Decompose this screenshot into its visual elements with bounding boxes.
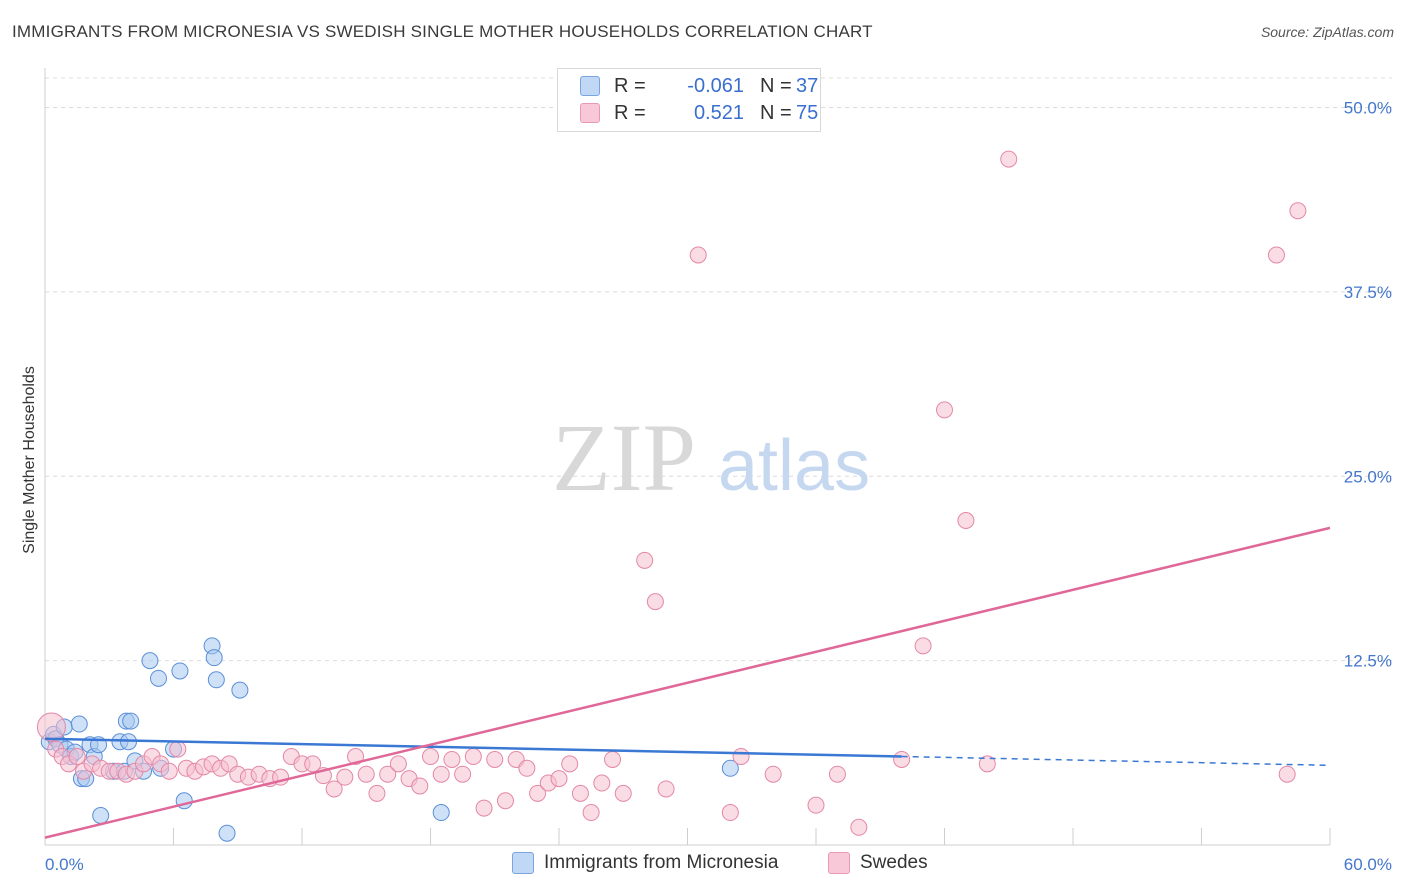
data-point-swedes	[614, 784, 632, 802]
data-point-swedes	[657, 780, 675, 798]
data-point-swedes	[496, 792, 514, 810]
data-point-swedes	[957, 512, 975, 529]
watermark-atlas: atlas	[718, 426, 870, 506]
data-point-swedes	[582, 804, 600, 822]
bottom-legend-micronesia: Immigrants from Micronesia	[512, 852, 778, 874]
bottom-legend-label: Immigrants from Micronesia	[544, 852, 779, 873]
data-point-swedes	[807, 796, 825, 814]
data-point-swedes	[36, 712, 66, 742]
data-point-swedes	[561, 755, 579, 773]
data-point-swedes	[828, 765, 846, 783]
trendline-swedes	[44, 526, 1331, 839]
watermark-zip: ZIP	[552, 404, 696, 511]
legend-n-label: N =	[760, 101, 792, 124]
legend-swatch-pink	[580, 103, 600, 123]
data-point-swedes	[357, 765, 375, 783]
legend: R = -0.061 N = 37 R = 0.521 N = 75	[557, 68, 821, 132]
data-point-swedes	[914, 637, 932, 655]
legend-n-value: 37	[796, 74, 819, 97]
legend-r-value: 0.521	[693, 101, 744, 124]
legend-r-value: -0.061	[687, 74, 744, 97]
tick-labels: 12.5% 25.0% 37.5% 50.0% 0.0% 60.0%	[45, 99, 1392, 875]
data-point-swedes	[893, 750, 911, 768]
legend-swatch-blue	[580, 76, 600, 96]
data-point-micronesia	[150, 669, 168, 687]
legend-n-value: 75	[796, 101, 819, 124]
bottom-legend-swatch-pink	[828, 852, 850, 874]
data-point-micronesia	[141, 652, 159, 670]
data-point-micronesia	[205, 649, 223, 667]
data-point-micronesia	[122, 712, 140, 730]
bottom-legend-swedes: Swedes	[828, 852, 928, 874]
y-tick-label: 50.0%	[1344, 99, 1392, 118]
data-point-swedes	[1000, 150, 1018, 168]
series-micronesia	[40, 637, 739, 842]
data-point-swedes	[764, 765, 782, 783]
legend-r-label: R =	[614, 74, 646, 97]
data-point-swedes	[486, 750, 504, 768]
data-point-swedes	[347, 748, 365, 765]
data-point-swedes	[529, 784, 547, 802]
data-point-swedes	[636, 551, 654, 569]
data-point-micronesia	[207, 671, 225, 689]
y-tick-label: 25.0%	[1344, 467, 1392, 486]
data-point-swedes	[978, 755, 996, 773]
data-point-micronesia	[218, 824, 236, 842]
data-point-swedes	[169, 740, 187, 758]
bottom-legend-label: Swedes	[860, 852, 928, 873]
trend-lines	[44, 526, 1331, 839]
data-point-swedes	[1289, 202, 1307, 220]
data-point-swedes	[432, 765, 450, 783]
data-point-micronesia	[231, 681, 249, 699]
legend-r-label: R =	[614, 101, 646, 124]
data-point-swedes	[379, 765, 397, 783]
y-tick-label: 37.5%	[1344, 283, 1392, 302]
data-point-swedes	[1267, 246, 1285, 264]
data-point-swedes	[464, 748, 482, 765]
data-point-swedes	[732, 748, 750, 765]
data-point-swedes	[454, 765, 472, 783]
data-point-swedes	[518, 759, 536, 777]
data-point-swedes	[411, 777, 429, 795]
data-point-swedes	[368, 784, 386, 802]
chart-title: IMMIGRANTS FROM MICRONESIA VS SWEDISH SI…	[12, 22, 873, 41]
source-label: Source: ZipAtlas.com	[1260, 24, 1394, 40]
data-point-swedes	[1278, 765, 1296, 783]
data-point-swedes	[604, 750, 622, 768]
data-point-swedes	[689, 246, 707, 264]
trendline-micronesia	[44, 737, 902, 758]
data-point-micronesia	[432, 804, 450, 822]
data-point-swedes	[389, 755, 407, 773]
data-point-swedes	[443, 750, 461, 768]
watermark: ZIP atlas	[552, 404, 870, 511]
x-tick-label: 0.0%	[45, 855, 84, 874]
data-point-swedes	[593, 774, 611, 792]
data-point-swedes	[336, 768, 354, 786]
data-point-swedes	[325, 780, 343, 798]
data-point-micronesia	[92, 807, 110, 824]
x-tick-label: 60.0%	[1344, 855, 1392, 874]
data-point-micronesia	[721, 759, 739, 777]
data-point-swedes	[475, 799, 493, 817]
data-point-swedes	[721, 804, 739, 822]
data-point-swedes	[571, 784, 589, 802]
series-swedes	[36, 150, 1307, 836]
trendline-micronesia-extension	[901, 755, 1331, 767]
data-point-swedes	[422, 748, 439, 765]
data-point-micronesia	[70, 715, 88, 733]
data-point-micronesia	[171, 662, 189, 680]
legend-n-label: N =	[760, 74, 792, 97]
grid-lines	[45, 77, 1392, 662]
bottom-legend-swatch-blue	[512, 852, 534, 874]
data-point-swedes	[160, 762, 178, 780]
data-point-swedes	[936, 401, 953, 419]
y-axis-label: Single Mother Households	[21, 366, 38, 554]
data-point-swedes	[646, 593, 664, 611]
data-point-swedes	[68, 748, 86, 765]
data-point-swedes	[850, 818, 868, 836]
data-point-swedes	[550, 770, 568, 788]
y-tick-label: 12.5%	[1344, 652, 1392, 671]
